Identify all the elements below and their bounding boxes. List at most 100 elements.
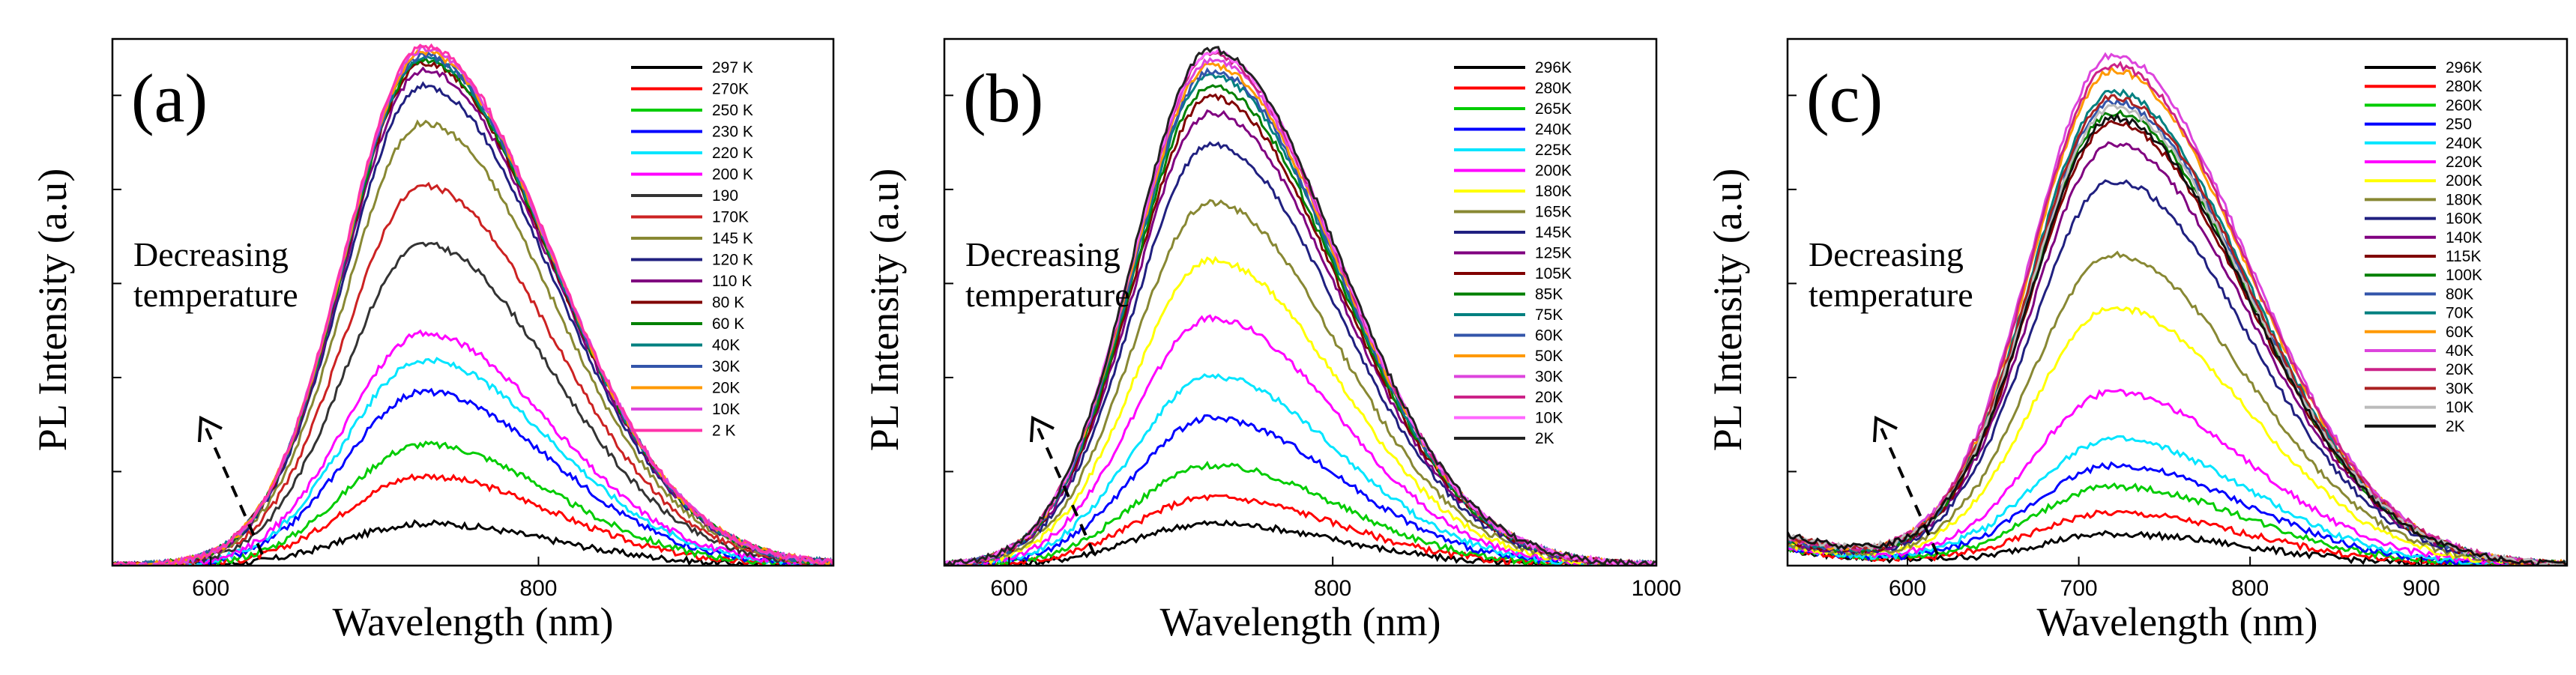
series-line-180k bbox=[1788, 250, 2567, 566]
plot-frame bbox=[1786, 37, 2569, 567]
arrow-head bbox=[198, 415, 223, 443]
legend-label: 30K bbox=[712, 358, 740, 375]
legend-label: 10K bbox=[2446, 399, 2473, 417]
arrow-line bbox=[201, 419, 264, 555]
legend-label: 200K bbox=[1535, 163, 1572, 180]
legend-label: 30K bbox=[2446, 380, 2473, 397]
series-line-220k bbox=[1788, 388, 2567, 566]
legend-label: 260K bbox=[2446, 97, 2482, 114]
plot-frame bbox=[111, 37, 835, 567]
x-tick-label: 600 bbox=[1889, 576, 1926, 601]
series-line-2k bbox=[944, 46, 1656, 566]
arrow-line bbox=[1033, 419, 1096, 555]
series-group bbox=[112, 43, 833, 566]
series-line-200k bbox=[946, 314, 1656, 566]
legend-label: 200 K bbox=[712, 166, 753, 184]
legend-label: 2K bbox=[1535, 430, 1554, 447]
panel-label: (b) bbox=[963, 60, 1043, 136]
x-tick-label: 700 bbox=[2060, 576, 2098, 601]
legend-label: 80K bbox=[2446, 285, 2473, 303]
legend-label: 85K bbox=[1535, 286, 1563, 303]
x-axis-label: Wavelength (nm) bbox=[1159, 599, 1441, 644]
legend-label: 250 K bbox=[712, 102, 753, 119]
plot-frame bbox=[943, 37, 1658, 567]
y-axis-label: PL Intensity (a.u) bbox=[862, 169, 907, 451]
legend-label: 170K bbox=[712, 209, 749, 226]
y-axis-label: PL Intensity (a.u) bbox=[30, 169, 75, 451]
legend-label: 105K bbox=[1535, 265, 1572, 282]
legend-label: 60 K bbox=[712, 315, 744, 333]
x-tick-label: 600 bbox=[192, 576, 229, 601]
series-line-2k bbox=[112, 43, 833, 566]
x-tick-label: 1000 bbox=[1632, 576, 1682, 601]
legend-label: 30K bbox=[1535, 369, 1563, 386]
legend-label: 240K bbox=[1535, 121, 1572, 139]
legend-label: 160K bbox=[2446, 211, 2482, 228]
legend-label: 115K bbox=[2446, 248, 2482, 265]
series-line-200k bbox=[112, 329, 833, 566]
series-line-110k bbox=[112, 66, 833, 566]
panel-b: 600 800 1000 Wavelength (nm) PL Intensity (a… bbox=[862, 37, 1682, 644]
legend-label: 2 K bbox=[712, 423, 736, 440]
legend-label: 20K bbox=[1535, 389, 1563, 406]
legend-label: 100K bbox=[2446, 267, 2482, 284]
legend-label: 220 K bbox=[712, 145, 753, 162]
legend: 297 K 270K 250 K 230 K 220 K 200 K 190 170K 145 … bbox=[631, 59, 753, 440]
legend-label: 20K bbox=[2446, 361, 2473, 378]
legend-label: 297 K bbox=[712, 59, 753, 76]
legend-label: 120 K bbox=[712, 252, 753, 269]
x-tick-label: 800 bbox=[2231, 576, 2269, 601]
legend-label: 250 bbox=[2446, 116, 2472, 133]
legend: 296K 280K 265K 240K 225K 200K 180K 165K 145K 125K… bbox=[1454, 59, 1572, 447]
series-line-250k bbox=[118, 440, 833, 566]
legend-label: 75K bbox=[1535, 306, 1563, 324]
legend-label: 60K bbox=[2446, 324, 2473, 341]
legend-label: 270K bbox=[712, 81, 749, 98]
panel-label: (a) bbox=[131, 60, 208, 136]
legend-label: 296K bbox=[2446, 59, 2482, 76]
series-line-190 bbox=[115, 241, 833, 566]
arrow-line bbox=[1876, 419, 1939, 555]
y-axis-label: PL Intensity (a.u) bbox=[1705, 169, 1750, 451]
series-line-160k bbox=[1788, 179, 2567, 566]
legend-label: 296K bbox=[1535, 59, 1572, 76]
arrow-head bbox=[1030, 415, 1055, 443]
series-group bbox=[1788, 52, 2567, 566]
legend-label: 230 K bbox=[712, 124, 753, 141]
legend-label: 200K bbox=[2446, 172, 2482, 190]
legend-label: 40K bbox=[2446, 342, 2473, 360]
legend-label: 40K bbox=[712, 337, 740, 354]
x-tick-label: 800 bbox=[1314, 576, 1351, 601]
annotation-text: Decreasing temperature bbox=[133, 235, 298, 314]
panel-label: (c) bbox=[1806, 60, 1883, 136]
legend-label: 265K bbox=[1535, 100, 1572, 118]
legend-label: 20K bbox=[712, 380, 740, 397]
panel-c: 600 700 800 900 Wavelength (nm) PL Intensity … bbox=[1705, 37, 2569, 644]
legend-label: 220K bbox=[2446, 154, 2482, 171]
legend-label: 190 bbox=[712, 187, 738, 205]
series-line-40k bbox=[1788, 52, 2567, 566]
legend-label: 145 K bbox=[712, 230, 753, 247]
series-group bbox=[944, 46, 1656, 566]
legend-label: 2K bbox=[2446, 418, 2465, 435]
legend-label: 280K bbox=[2446, 78, 2482, 95]
legend-label: 225K bbox=[1535, 142, 1572, 159]
legend-label: 165K bbox=[1535, 204, 1572, 221]
arrow-head bbox=[1873, 415, 1898, 443]
legend-label: 140K bbox=[2446, 229, 2482, 246]
legend-label: 240K bbox=[2446, 135, 2482, 152]
legend-label: 110 K bbox=[712, 273, 752, 290]
series-line-180k bbox=[944, 255, 1656, 566]
legend-label: 60K bbox=[1535, 327, 1563, 345]
legend-label: 10K bbox=[712, 401, 740, 418]
series-line-2k bbox=[1788, 112, 2567, 566]
annotation-text: Decreasing temperature bbox=[1809, 235, 1973, 314]
legend-label: 280K bbox=[1535, 80, 1572, 97]
legend-label: 180K bbox=[1535, 183, 1572, 200]
legend-label: 80 K bbox=[712, 294, 744, 312]
x-axis-label: Wavelength (nm) bbox=[332, 599, 613, 644]
x-tick-label: 600 bbox=[990, 576, 1028, 601]
